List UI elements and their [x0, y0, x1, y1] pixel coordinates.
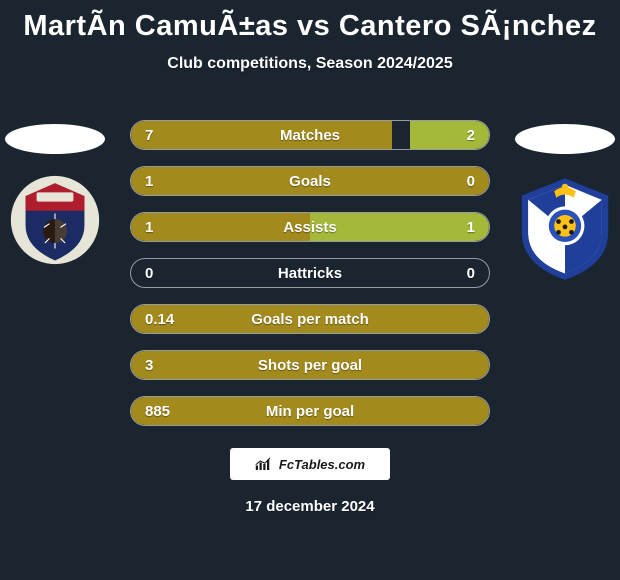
stat-label: Goals	[211, 173, 409, 190]
stat-row: 0Hattricks0	[130, 258, 490, 288]
page-title: MartÃ­n CamuÃ±as vs Cantero SÃ¡nchez	[0, 0, 620, 43]
right-player-photo-placeholder	[515, 124, 615, 154]
chart-icon	[255, 457, 273, 471]
brand-badge: FcTables.com	[230, 448, 390, 480]
stat-label: Assists	[211, 219, 409, 236]
stat-value-left: 1	[131, 219, 211, 236]
stat-row: 3Shots per goal	[130, 350, 490, 380]
stat-value-left: 3	[131, 357, 211, 374]
stat-label: Matches	[211, 127, 409, 144]
left-side	[0, 120, 110, 426]
stat-value-left: 7	[131, 127, 211, 144]
stat-value-left: 1	[131, 173, 211, 190]
brand-text: FcTables.com	[279, 457, 365, 472]
stat-value-left: 0	[131, 265, 211, 282]
stat-value-right: 0	[409, 265, 489, 282]
stat-value-right: 0	[409, 173, 489, 190]
stat-value-left: 885	[131, 403, 211, 420]
huesca-crest-icon	[9, 174, 101, 266]
right-side	[510, 120, 620, 426]
subtitle: Club competitions, Season 2024/2025	[0, 55, 620, 73]
stat-bars: 7Matches21Goals01Assists10Hattricks00.14…	[130, 120, 490, 426]
right-club-crest	[511, 174, 619, 282]
stat-row: 7Matches2	[130, 120, 490, 150]
date-text: 17 december 2024	[0, 498, 620, 515]
left-player-photo-placeholder	[5, 124, 105, 154]
stat-label: Shots per goal	[211, 357, 409, 374]
stat-value-right: 1	[409, 219, 489, 236]
stat-value-right: 2	[409, 127, 489, 144]
comparison-panel: 7Matches21Goals01Assists10Hattricks00.14…	[0, 120, 620, 426]
stat-row: 1Assists1	[130, 212, 490, 242]
left-club-crest	[9, 174, 101, 266]
stat-label: Min per goal	[211, 403, 409, 420]
stat-label: Hattricks	[211, 265, 409, 282]
tenerife-crest-icon	[511, 174, 619, 282]
stat-label: Goals per match	[211, 311, 409, 328]
stat-row: 885Min per goal	[130, 396, 490, 426]
stat-row: 0.14Goals per match	[130, 304, 490, 334]
stat-row: 1Goals0	[130, 166, 490, 196]
stat-value-left: 0.14	[131, 311, 211, 328]
